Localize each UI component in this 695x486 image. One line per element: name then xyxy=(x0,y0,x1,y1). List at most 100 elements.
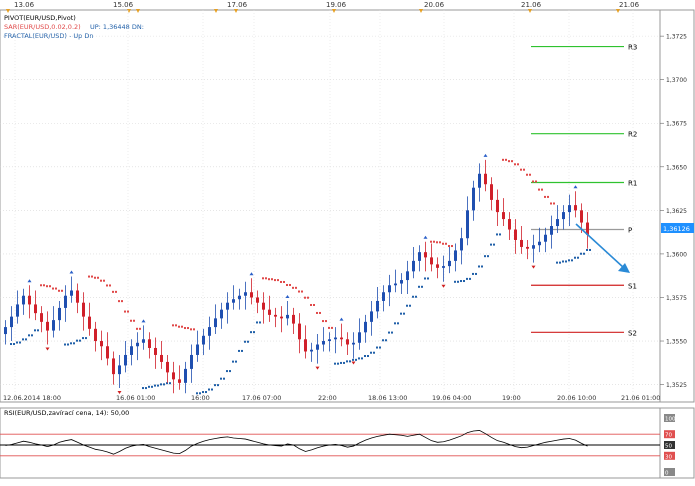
sar-dot xyxy=(151,385,153,388)
candle-body xyxy=(454,250,457,261)
sar-dot xyxy=(142,387,144,390)
candle-body xyxy=(16,304,19,317)
candle-body xyxy=(406,271,409,281)
candle-body xyxy=(154,347,157,355)
sar-dot xyxy=(88,275,90,278)
fractal-markers xyxy=(27,153,578,395)
pivot-level-label: P xyxy=(628,227,632,235)
sar-dot xyxy=(61,289,63,292)
candle-body xyxy=(418,252,421,261)
date-marker-icon[interactable] xyxy=(616,9,620,13)
price-tick-label: 1,3675 xyxy=(666,121,687,128)
rsi-tick-background xyxy=(664,468,675,476)
candle-body xyxy=(484,173,487,185)
sar-dot xyxy=(286,283,288,286)
sar-dot xyxy=(193,328,195,331)
candle-body xyxy=(178,379,181,383)
sar-indicator-label: SAR(EUR/USD,0.02,0.2) xyxy=(4,23,81,31)
sar-dot xyxy=(31,334,33,337)
sar-dot xyxy=(208,388,210,391)
sar-dot xyxy=(328,326,330,329)
candle-body xyxy=(448,260,451,267)
sar-dot xyxy=(19,341,21,344)
price-tick-label: 1,3700 xyxy=(666,77,687,84)
sar-dot xyxy=(187,327,189,330)
candle-body xyxy=(274,314,277,317)
time-tick-label: 16.06 01:00 xyxy=(116,394,155,402)
date-marker-icon[interactable] xyxy=(332,9,336,13)
candle-body xyxy=(88,316,91,329)
sar-dot xyxy=(571,259,573,262)
candle-body xyxy=(334,337,337,340)
sar-dot xyxy=(436,241,438,244)
sar-dot xyxy=(499,233,501,236)
fractal-up-icon xyxy=(483,153,488,157)
date-marker-icon[interactable] xyxy=(214,9,218,13)
rsi-tick-label: 50 xyxy=(665,444,672,450)
candle-body xyxy=(76,290,79,303)
y-axis-frame xyxy=(659,9,695,403)
candle-body xyxy=(388,285,391,293)
sar-dot xyxy=(172,324,174,327)
candle-body xyxy=(352,342,355,345)
sar-dot xyxy=(529,173,531,176)
sar-dot xyxy=(100,279,102,282)
sar-dot xyxy=(460,280,462,283)
date-marker-icon[interactable] xyxy=(234,9,238,13)
price-tick-label: 1,3525 xyxy=(666,382,687,389)
sar-dot xyxy=(235,360,237,363)
sar-dot xyxy=(502,158,504,161)
sar-dot xyxy=(55,287,57,290)
sar-dot xyxy=(145,387,147,390)
sar-dot xyxy=(106,284,108,287)
sar-dot xyxy=(73,342,75,345)
sar-dot xyxy=(190,328,192,331)
sar-dot xyxy=(160,383,162,386)
sar-dot xyxy=(439,241,441,244)
sar-dot xyxy=(457,280,459,283)
rsi-indicator-label: RSI(EUR/USD,zavírací cena, 14): 50,00 xyxy=(4,409,129,417)
date-marker-icon[interactable] xyxy=(136,9,140,13)
fractal-down-icon xyxy=(531,265,536,269)
top-date-label: 21.06 xyxy=(521,1,542,9)
time-tick-label: 22:00 xyxy=(318,394,337,402)
fractal-up-icon xyxy=(141,319,146,323)
sar-dot xyxy=(454,280,456,283)
sar-dot xyxy=(442,242,444,245)
sar-dot xyxy=(472,272,474,275)
candle-body xyxy=(46,321,49,331)
sar-dot xyxy=(115,290,117,293)
candle-body xyxy=(244,292,247,296)
candle-body xyxy=(184,368,187,383)
sar-dot xyxy=(421,285,423,288)
top-date-label: 13.06 xyxy=(14,1,35,9)
sar-dot xyxy=(517,163,519,166)
sar-dot xyxy=(382,339,384,342)
date-marker-icon[interactable] xyxy=(419,9,423,13)
candle-body xyxy=(580,210,583,223)
candle-body xyxy=(232,299,235,303)
sar-dot xyxy=(349,360,351,363)
pivot-level-label: R1 xyxy=(628,179,637,187)
sar-dot xyxy=(76,339,78,342)
sar-dot xyxy=(589,248,591,251)
candle-body xyxy=(166,361,169,373)
sar-dot xyxy=(337,362,339,365)
date-marker-icon[interactable] xyxy=(528,9,532,13)
rsi-panel: 100 70 50 30 0 xyxy=(0,414,676,477)
candle-body xyxy=(520,239,523,247)
sar-dot xyxy=(487,255,489,258)
candle-body xyxy=(544,234,547,242)
date-marker-icon[interactable] xyxy=(6,9,10,13)
sar-dot xyxy=(526,173,528,176)
sar-dot xyxy=(85,337,87,340)
sar-dot xyxy=(373,351,375,354)
sar-dot xyxy=(64,343,66,346)
time-tick-label: 19:00 xyxy=(502,394,521,402)
sar-dot xyxy=(301,290,303,293)
sar-dot xyxy=(148,385,150,388)
candle-body xyxy=(436,264,439,268)
sar-dot xyxy=(34,329,36,332)
top-date-label: 21.06 xyxy=(619,1,640,9)
